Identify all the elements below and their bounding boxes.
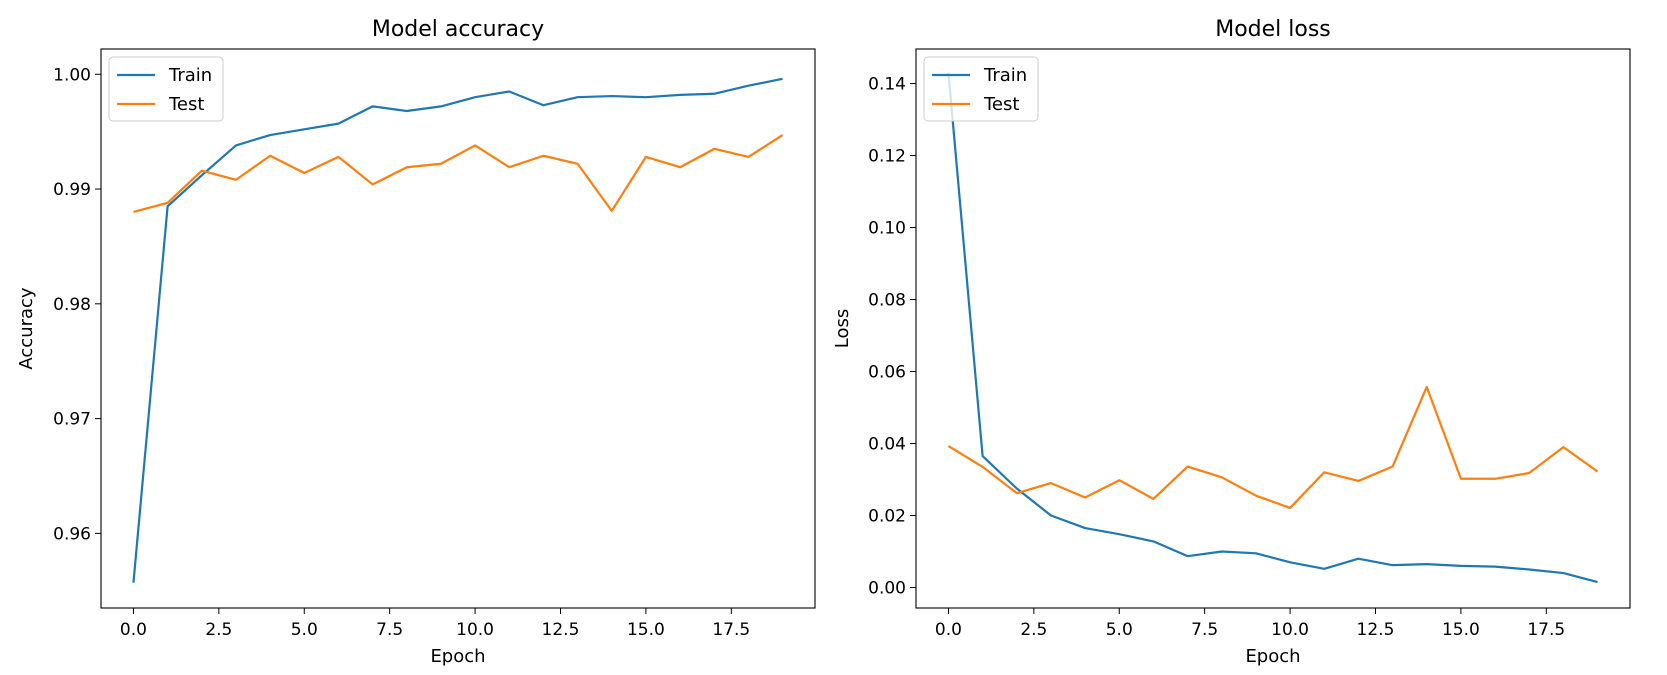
x-tick-label: 0.0	[935, 620, 962, 640]
chart-title: Model loss	[1215, 17, 1331, 42]
x-tick-label: 10.0	[1271, 620, 1309, 640]
x-tick-label: 0.0	[120, 620, 147, 640]
series-line-test	[133, 134, 784, 214]
x-axis-label: Epoch	[1245, 646, 1300, 667]
x-tick-label: 15.0	[627, 620, 665, 640]
legend-label-train: Train	[983, 65, 1027, 86]
y-tick-label: 0.04	[868, 435, 906, 455]
axes-frame	[100, 48, 816, 609]
legend: Train Test	[923, 56, 1039, 122]
y-tick-label: 0.00	[868, 578, 906, 598]
x-tick-label: 2.5	[1020, 620, 1047, 640]
x-tick-label: 7.5	[376, 620, 403, 640]
x-tick-label: 7.5	[1191, 620, 1218, 640]
x-tick-label: 2.5	[205, 620, 232, 640]
x-tick-label: 17.5	[1527, 620, 1565, 640]
legend-label-train: Train	[168, 65, 212, 86]
legend-label-test: Test	[983, 94, 1019, 115]
y-tick-label: 0.14	[868, 75, 906, 95]
x-tick-label: 12.5	[542, 620, 580, 640]
y-tick-label: 0.99	[53, 180, 91, 200]
x-tick-label: 5.0	[291, 620, 318, 640]
axes-frame	[915, 48, 1631, 609]
series-line-test	[947, 385, 1599, 510]
y-tick-label: 1.00	[53, 65, 91, 85]
y-axis-label: Accuracy	[16, 287, 37, 370]
x-tick-label: 17.5	[712, 620, 750, 640]
x-tick-label: 12.5	[1357, 620, 1395, 640]
x-tick-label: 5.0	[1106, 620, 1133, 640]
y-tick-label: 0.12	[868, 147, 906, 167]
y-tick-label: 0.02	[868, 506, 906, 526]
x-tick-label: 10.0	[456, 620, 494, 640]
x-tick-label: 15.0	[1442, 620, 1480, 640]
y-tick-label: 0.08	[868, 291, 906, 311]
y-tick-label: 0.98	[53, 295, 91, 315]
y-axis-label: Loss	[832, 309, 853, 348]
legend: Train Test	[108, 56, 224, 122]
x-axis-label: Epoch	[430, 646, 485, 667]
y-tick-label: 0.97	[53, 410, 91, 430]
series-line-train	[132, 77, 783, 583]
y-tick-label: 0.06	[868, 363, 906, 383]
chart-panel-accuracy: Model accuracy 0.0 2.5 5.0 7.5 10.0 12.5 15.0 17…	[16, 17, 816, 667]
chart-title: Model accuracy	[372, 17, 544, 42]
legend-label-test: Test	[168, 94, 204, 115]
y-tick-label: 0.10	[868, 219, 906, 239]
y-tick-label: 0.96	[53, 524, 91, 544]
series-line-train	[947, 72, 1598, 584]
chart-panel-loss: Model loss 0.0 2.5 5.0 7.5 10.0 12.5 15.0 17.5 0.…	[832, 17, 1631, 667]
